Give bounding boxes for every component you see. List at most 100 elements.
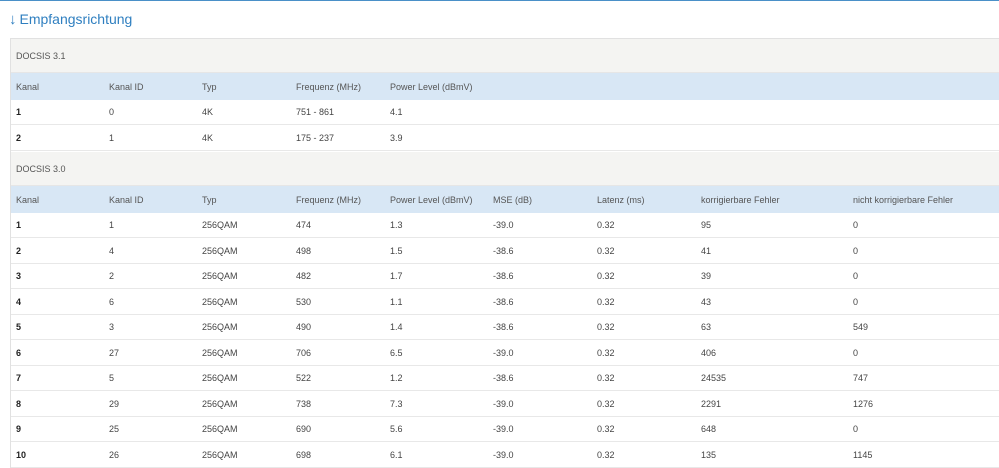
table-row: 1 1 256QAM 474 1.3 -39.0 0.32 95 0 — [11, 213, 999, 238]
table-row: 2 1 4K 175 - 237 3.9 — [11, 125, 999, 151]
cell-typ: 256QAM — [202, 296, 238, 307]
cell-typ: 256QAM — [202, 347, 238, 358]
cell-kanal: 4 — [16, 296, 22, 307]
cell-latenz: 0.32 — [597, 398, 615, 409]
docsis31-section-label: DOCSIS 3.1 — [11, 39, 999, 73]
cell-kanal-id: 1 — [109, 132, 115, 143]
cell-nicht-korrigierbare-fehler: 0 — [853, 347, 859, 358]
cell-latenz: 0.32 — [597, 373, 615, 383]
cell-power-level: 1.1 — [390, 296, 403, 307]
cell-kanal: 2 — [16, 245, 22, 256]
cell-frequenz: 690 — [296, 424, 312, 434]
cell-power-level: 1.2 — [390, 373, 403, 383]
cell-korrigierbare-fehler: 41 — [701, 245, 712, 256]
column-header-korrigierbare-fehler: korrigierbare Fehler — [701, 194, 780, 205]
cell-nicht-korrigierbare-fehler: 1145 — [853, 449, 873, 460]
cell-mse: -39.0 — [493, 220, 514, 230]
cell-typ: 256QAM — [202, 373, 238, 383]
column-header-nicht-korrigierbare-fehler: nicht korrigierbare Fehler — [853, 194, 954, 205]
cell-frequenz: 522 — [296, 373, 312, 383]
cell-kanal-id: 27 — [109, 347, 120, 358]
channel-table-panel: DOCSIS 3.1 Kanal Kanal ID Typ Frequenz (… — [10, 38, 999, 468]
column-header-typ: Typ — [202, 194, 217, 205]
cell-korrigierbare-fehler: 39 — [701, 271, 712, 281]
table-row: 7 5 256QAM 522 1.2 -38.6 0.32 24535 747 — [11, 366, 999, 391]
column-header-power-level: Power Level (dBmV) — [390, 194, 473, 205]
cell-frequenz: 738 — [296, 398, 312, 409]
section-title-empfangsrichtung[interactable]: ↓ Empfangsrichtung — [9, 11, 132, 27]
cell-latenz: 0.32 — [597, 245, 615, 256]
column-header-latenz: Latenz (ms) — [597, 194, 645, 205]
cell-kanal: 1 — [16, 220, 22, 230]
column-header-kanal: Kanal — [16, 194, 40, 205]
top-border-line — [0, 0, 999, 1]
cell-korrigierbare-fehler: 135 — [701, 449, 717, 460]
cell-korrigierbare-fehler: 648 — [701, 424, 717, 434]
cell-nicht-korrigierbare-fehler: 0 — [853, 245, 859, 256]
cell-frequenz: 490 — [296, 322, 312, 332]
cell-kanal-id: 6 — [109, 296, 115, 307]
cell-latenz: 0.32 — [597, 347, 615, 358]
cell-kanal: 7 — [16, 373, 22, 383]
cell-power-level: 6.1 — [390, 449, 403, 460]
cell-mse: -39.0 — [493, 347, 514, 358]
column-header-frequenz: Frequenz (MHz) — [296, 81, 362, 92]
column-header-kanal-id: Kanal ID — [109, 194, 144, 205]
cell-mse: -39.0 — [493, 398, 514, 409]
cell-typ: 256QAM — [202, 322, 238, 332]
arrow-down-icon: ↓ — [9, 10, 17, 28]
table-row: 2 4 256QAM 498 1.5 -38.6 0.32 41 0 — [11, 238, 999, 264]
cell-korrigierbare-fehler: 95 — [701, 220, 712, 230]
column-header-frequenz: Frequenz (MHz) — [296, 194, 362, 205]
column-header-kanal: Kanal — [16, 81, 40, 92]
cell-kanal-id: 3 — [109, 322, 115, 332]
cell-kanal: 8 — [16, 398, 22, 409]
cell-mse: -39.0 — [493, 449, 514, 460]
cell-typ: 4K — [202, 107, 214, 117]
table-row: 9 25 256QAM 690 5.6 -39.0 0.32 648 0 — [11, 417, 999, 442]
page-title: Empfangsrichtung — [19, 11, 133, 27]
cell-nicht-korrigierbare-fehler: 549 — [853, 322, 869, 332]
cell-kanal-id: 25 — [109, 424, 120, 434]
cell-frequenz: 175 - 237 — [296, 132, 335, 143]
cell-latenz: 0.32 — [597, 424, 615, 434]
cell-kanal-id: 26 — [109, 449, 120, 460]
cell-typ: 256QAM — [202, 245, 238, 256]
cell-korrigierbare-fehler: 24535 — [701, 373, 727, 383]
cell-power-level: 3.9 — [390, 132, 403, 143]
table-row: 8 29 256QAM 738 7.3 -39.0 0.32 2291 1276 — [11, 391, 999, 417]
cell-power-level: 7.3 — [390, 398, 403, 409]
table-row: 3 2 256QAM 482 1.7 -38.6 0.32 39 0 — [11, 264, 999, 289]
table-row: 5 3 256QAM 490 1.4 -38.6 0.32 63 549 — [11, 315, 999, 340]
column-header-power-level: Power Level (dBmV) — [390, 81, 473, 92]
cell-mse: -38.6 — [493, 245, 514, 256]
cell-nicht-korrigierbare-fehler: 0 — [853, 271, 859, 281]
cell-kanal-id: 2 — [109, 271, 115, 281]
cell-mse: -38.6 — [493, 296, 514, 307]
column-header-typ: Typ — [202, 81, 217, 92]
cell-kanal: 5 — [16, 322, 22, 332]
cell-frequenz: 751 - 861 — [296, 107, 335, 117]
cell-kanal-id: 4 — [109, 245, 115, 256]
cell-kanal: 2 — [16, 132, 22, 143]
cell-typ: 256QAM — [202, 449, 238, 460]
cell-kanal-id: 5 — [109, 373, 115, 383]
cell-typ: 256QAM — [202, 424, 238, 434]
cell-mse: -38.6 — [493, 271, 514, 281]
cell-frequenz: 474 — [296, 220, 312, 230]
cell-typ: 256QAM — [202, 271, 238, 281]
cell-frequenz: 482 — [296, 271, 312, 281]
table-row: 1 0 4K 751 - 861 4.1 — [11, 100, 999, 125]
docsis30-section-label: DOCSIS 3.0 — [11, 152, 999, 186]
cell-power-level: 5.6 — [390, 424, 403, 434]
table-row: 4 6 256QAM 530 1.1 -38.6 0.32 43 0 — [11, 289, 999, 315]
cell-kanal-id: 0 — [109, 107, 115, 117]
docsis30-table-header: Kanal Kanal ID Typ Frequenz (MHz) Power … — [11, 186, 999, 213]
cell-korrigierbare-fehler: 2291 — [701, 398, 722, 409]
cell-kanal: 9 — [16, 424, 22, 434]
cell-frequenz: 530 — [296, 296, 312, 307]
cell-latenz: 0.32 — [597, 271, 615, 281]
cell-nicht-korrigierbare-fehler: 747 — [853, 373, 869, 383]
cell-frequenz: 698 — [296, 449, 312, 460]
cell-power-level: 1.5 — [390, 245, 403, 256]
